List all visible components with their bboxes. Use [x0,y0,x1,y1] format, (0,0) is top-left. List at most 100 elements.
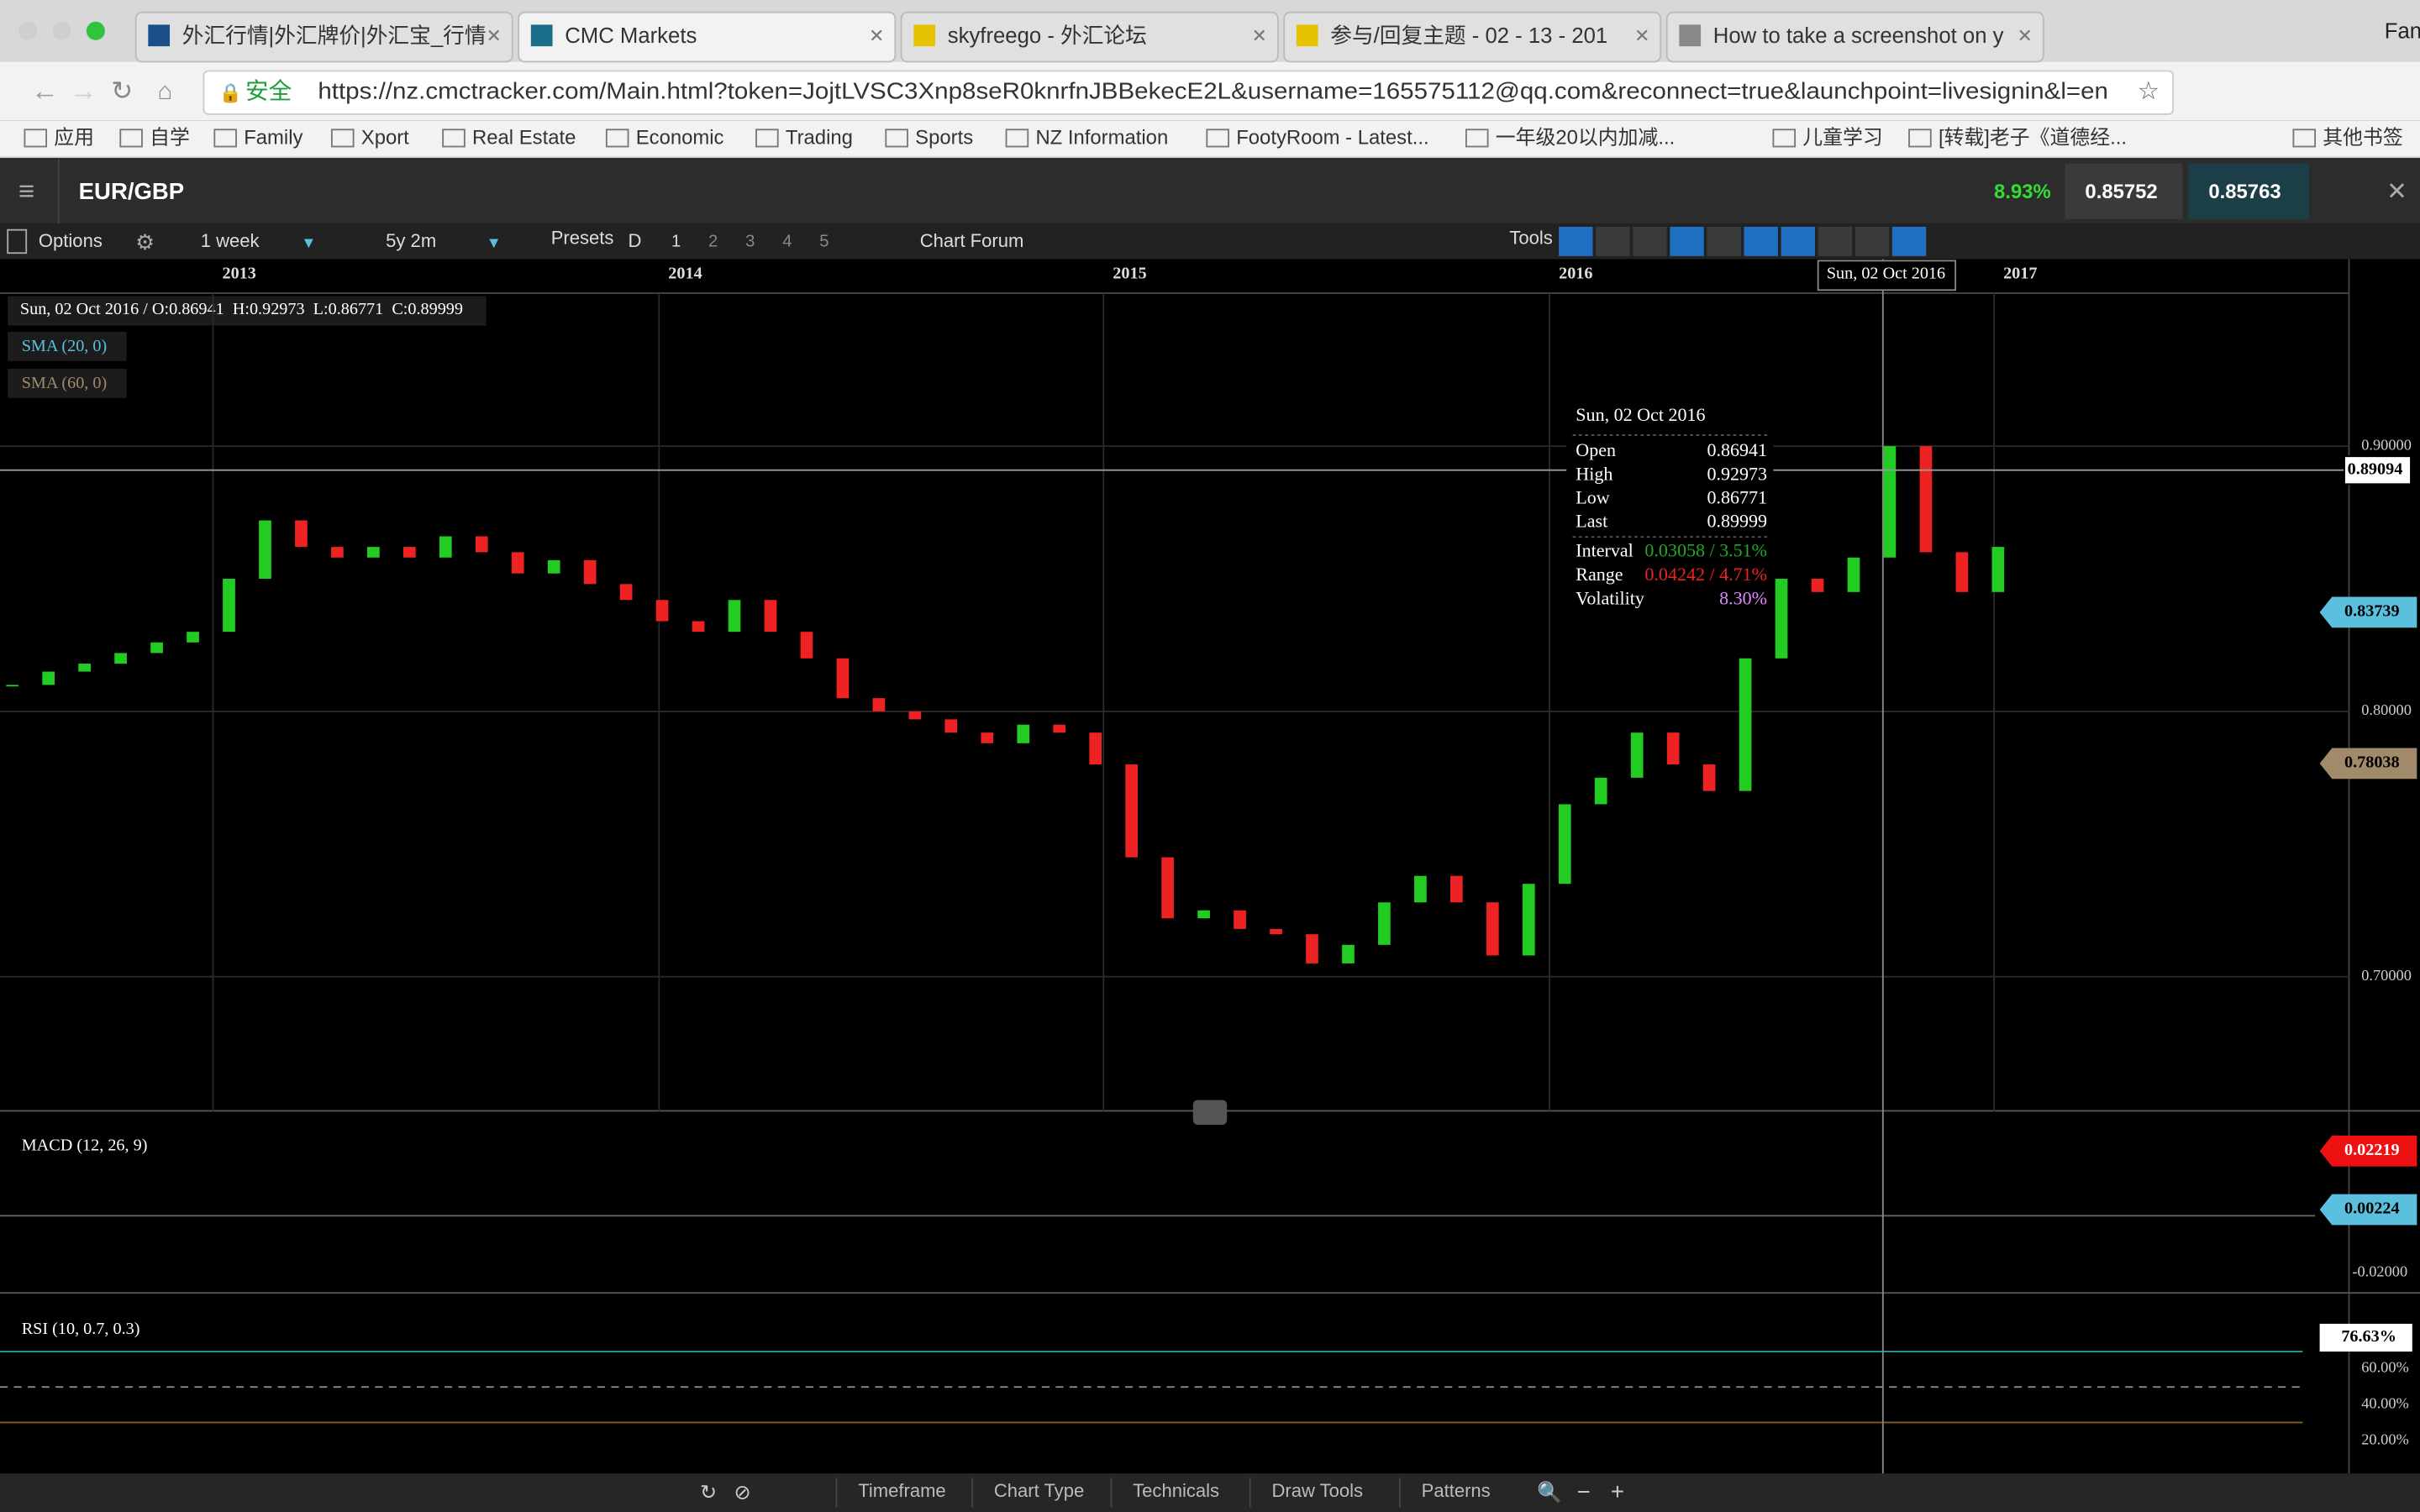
bottom-tab[interactable]: Technicals [1133,1480,1219,1501]
candle [1666,732,1680,765]
sell-box[interactable] [2065,163,2183,219]
candle [367,547,380,558]
tab-close[interactable]: ✕ [487,25,502,46]
buy-price[interactable]: 0.85763 [2208,181,2281,203]
bookmark-star[interactable]: ☆ [2138,77,2160,105]
bookmark[interactable]: Family [244,127,302,150]
zoom-in[interactable]: + [1611,1478,1624,1504]
preset-slot[interactable]: 2 [708,233,718,251]
symbol[interactable]: EUR/GBP [79,178,185,204]
bottom-tab[interactable]: Patterns [1422,1480,1491,1501]
zoom-icon[interactable]: 🔍 [1537,1478,1562,1504]
tab-title[interactable]: 外汇行情|外汇牌价|外汇宝_行情 [182,24,487,48]
tool-button[interactable] [1559,227,1593,256]
buy-box[interactable] [2188,163,2309,219]
tool-button[interactable] [1633,227,1667,256]
bookmark[interactable]: Economic [636,127,724,150]
tooltip-label: Low [1576,486,1609,507]
bookmark[interactable]: Real Estate [472,127,576,150]
tool-button[interactable] [1596,227,1630,256]
bookmark-icon [885,129,908,148]
rsi-tag-label: 76.63% [2341,1327,2396,1346]
menu-button[interactable]: ≡ [18,176,34,207]
year-label: 2017 [2003,265,2037,283]
bottom-tab[interactable]: Chart Type [994,1480,1084,1501]
tab[interactable] [900,11,1279,63]
user-name[interactable]: Fan [2385,19,2420,43]
close-button[interactable]: ✕ [2386,177,2407,205]
bookmark[interactable]: Trading [786,127,853,150]
back-button[interactable]: ← [31,76,59,107]
forum-button[interactable]: Chart Forum [920,230,1024,251]
bookmark[interactable]: Xport [361,127,409,150]
sell-price[interactable]: 0.85752 [2085,181,2157,203]
tool-button[interactable] [1781,227,1815,256]
bookmark[interactable]: 自学 [150,127,190,150]
bookmark-icon [1772,129,1797,148]
tool-button[interactable] [1744,227,1778,256]
bookmark[interactable]: 一年级20以内加减... [1496,127,1675,150]
forward-button[interactable]: → [70,76,97,107]
tab-title[interactable]: 参与/回复主题 - 02 - 13 - 201 [1330,24,1607,48]
tab[interactable] [134,11,513,63]
tool-button[interactable] [1818,227,1853,256]
tab[interactable] [1283,11,1662,63]
presets-button[interactable]: Presets [551,228,614,249]
tool-button[interactable] [1854,227,1890,256]
bookmark[interactable]: NZ Information [1035,127,1168,150]
tool-button[interactable] [1707,227,1741,256]
bookmark[interactable]: 儿童学习 [1802,127,1882,150]
bottom-tab[interactable]: Timeframe [858,1480,945,1501]
bookmark[interactable]: 其他书签 [2323,127,2402,150]
bookmark[interactable]: [转载]老子《道德经... [1939,127,2127,150]
tab-close[interactable]: ✕ [1634,25,1649,46]
bookmark[interactable]: FootyRoom - Latest... [1236,127,1428,150]
tab[interactable] [518,11,897,63]
candle [1234,910,1246,929]
preset-slot[interactable]: 4 [782,233,792,251]
options-button[interactable]: Options [39,230,103,251]
panel-resize-handle[interactable] [1192,1100,1228,1125]
reload-button[interactable]: ↻ [111,76,133,105]
home-button[interactable]: ⌂ [157,77,172,105]
period-button[interactable]: D [629,230,642,251]
preset-slot[interactable]: 3 [745,233,755,251]
window-button[interactable] [86,21,105,40]
tooltip-value: 0.89999 [1707,511,1767,532]
url[interactable]: https://nz.cmctracker.com/Main.html?toke… [318,77,2108,103]
clear-icon[interactable]: ⊘ [734,1481,750,1504]
refresh-icon[interactable]: ↻ [700,1481,717,1504]
tool-button[interactable] [1670,227,1704,256]
bookmark[interactable]: Sports [915,127,973,150]
range-select[interactable]: 5y 2m [386,230,436,251]
price-tag-label: 0.83739 [2344,601,2400,620]
interval-select[interactable]: 1 week [201,230,260,251]
year-label: 2014 [668,265,702,283]
window-button[interactable] [52,21,71,40]
candle [114,653,127,664]
tab[interactable] [1665,11,2044,63]
candle [187,632,199,643]
bottom-tab[interactable]: Draw Tools [1271,1480,1363,1501]
bookmark[interactable]: 应用 [54,127,94,150]
tab-title[interactable]: CMC Markets [565,24,697,48]
tab-close[interactable]: ✕ [869,25,884,46]
candle [511,552,524,574]
tab-icon [913,24,936,47]
tab-close[interactable]: ✕ [1252,25,1267,46]
zoom-out[interactable]: − [1576,1478,1590,1504]
tab-title[interactable]: How to take a screenshot on y [1713,24,2004,48]
preset-slot[interactable]: 5 [819,233,829,251]
preset-slot[interactable]: 1 [671,233,681,251]
window-button[interactable] [18,21,38,40]
tab-close[interactable]: ✕ [2018,25,2033,46]
tool-button[interactable] [1891,227,1927,256]
bookmark-icon [1206,129,1229,148]
settings-icon[interactable]: ⚙ [135,231,155,255]
candle [1053,724,1066,733]
url-box[interactable] [203,70,2175,115]
bookmark-icon [1005,129,1029,148]
candle [619,584,633,601]
tab-title[interactable]: skyfreego - 外汇论坛 [948,24,1147,48]
